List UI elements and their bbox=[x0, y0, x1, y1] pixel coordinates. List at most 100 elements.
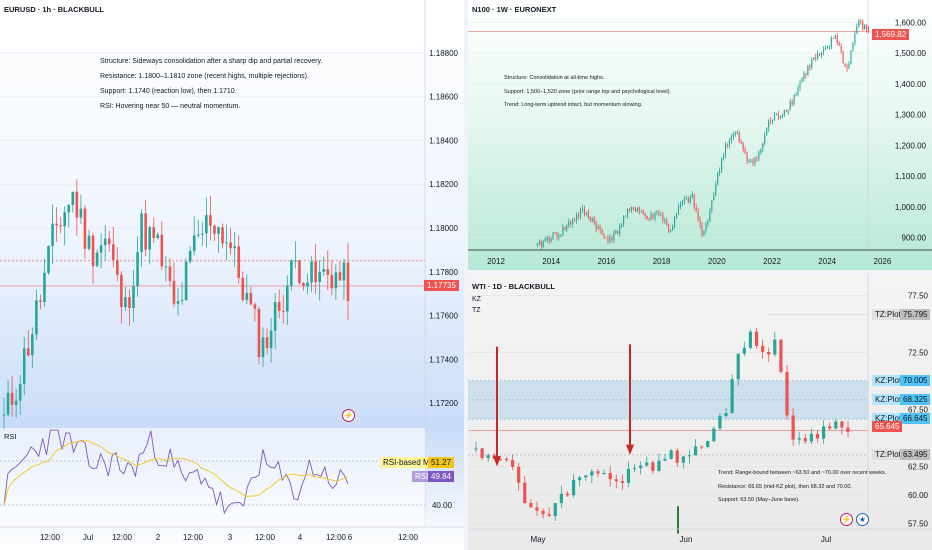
eurusd-candle bbox=[310, 261, 313, 283]
wti-down-arrow-head bbox=[626, 444, 634, 455]
horizontal-divider[interactable] bbox=[468, 270, 932, 274]
wti-candle bbox=[517, 466, 521, 483]
n100-candle bbox=[691, 194, 693, 198]
wti-candle bbox=[657, 460, 661, 471]
eurusd-candle bbox=[168, 266, 172, 281]
n100-candle bbox=[807, 65, 809, 76]
wti-candle bbox=[529, 503, 533, 508]
n100-candle bbox=[721, 158, 723, 171]
n100-candle bbox=[740, 141, 742, 144]
eurusd-candle bbox=[71, 191, 75, 206]
wti-candle bbox=[681, 456, 685, 463]
n100-candle bbox=[558, 234, 560, 238]
n100-candle bbox=[779, 117, 781, 119]
n100-candle bbox=[550, 239, 552, 242]
lightning-event-icon[interactable]: ⚡ bbox=[342, 409, 355, 422]
n100-y-tick: 1,100.00 bbox=[895, 172, 927, 181]
n100-candle bbox=[748, 161, 750, 163]
eurusd-candle bbox=[59, 225, 62, 227]
wti-candle bbox=[718, 415, 722, 429]
wti-chart-svg[interactable]: 77.50 72.50 67.50 63.495 62.50 60.00 57.50 May J… bbox=[468, 274, 932, 550]
n100-candle bbox=[697, 211, 699, 220]
eurusd-candle bbox=[180, 300, 184, 302]
wti-candle bbox=[748, 331, 753, 348]
n100-candle bbox=[813, 57, 815, 60]
n100-candle bbox=[674, 216, 676, 227]
eurusd-candle bbox=[31, 334, 34, 356]
eurusd-candle bbox=[152, 227, 156, 239]
n100-candle bbox=[607, 237, 609, 242]
n100-candle bbox=[660, 214, 662, 216]
wti-candle bbox=[687, 455, 692, 457]
eurusd-chart-pane[interactable]: 1.18800 1.18600 1.18400 1.18200 1.18000 1.178… bbox=[0, 0, 464, 550]
eurusd-candle bbox=[314, 261, 317, 283]
eurusd-candle bbox=[330, 274, 334, 289]
wti-candle bbox=[822, 426, 826, 439]
n100-candle bbox=[860, 20, 862, 22]
n100-candle bbox=[819, 53, 821, 55]
n100-candle bbox=[734, 133, 736, 135]
n100-candle bbox=[623, 216, 625, 225]
n100-candle bbox=[862, 21, 864, 30]
n100-candle bbox=[766, 128, 768, 136]
n100-candle bbox=[801, 78, 803, 83]
wti-plot-label: KZ:Plot bbox=[872, 413, 905, 425]
n100-candle bbox=[797, 87, 799, 94]
n100-candle bbox=[836, 35, 838, 44]
n100-candle bbox=[758, 151, 760, 159]
eurusd-chart-svg[interactable]: 1.18800 1.18600 1.18400 1.18200 1.18000 1.178… bbox=[0, 0, 464, 550]
wti-candle bbox=[706, 441, 710, 447]
n100-candle bbox=[617, 230, 619, 234]
wti-candle bbox=[596, 471, 600, 474]
n100-candle bbox=[838, 43, 840, 47]
n100-candle bbox=[789, 101, 791, 110]
wti-candle bbox=[480, 448, 484, 459]
eurusd-x-tick: 12:00 bbox=[326, 533, 347, 542]
n100-candle bbox=[709, 210, 711, 222]
wti-chart-pane[interactable]: 77.50 72.50 67.50 63.495 62.50 60.00 57.50 May J… bbox=[468, 274, 932, 550]
lightning-event-icon[interactable]: ⚡ bbox=[840, 513, 853, 526]
wti-y-tick: 77.50 bbox=[908, 291, 929, 300]
wti-candle bbox=[486, 455, 490, 459]
eurusd-candle bbox=[265, 337, 269, 349]
eurusd-candle bbox=[298, 260, 301, 283]
n100-x-tick: 2020 bbox=[708, 257, 726, 266]
vertical-divider[interactable] bbox=[464, 0, 468, 550]
n100-candle bbox=[560, 234, 562, 236]
wti-plot-label: TZ:Plot bbox=[872, 308, 904, 320]
n100-candle bbox=[638, 207, 640, 213]
n100-candle bbox=[572, 220, 574, 225]
eurusd-candle bbox=[22, 348, 26, 384]
eurusd-x-tick: 3 bbox=[228, 533, 233, 542]
eurusd-candle bbox=[257, 308, 261, 358]
us-flag-icon[interactable]: ★ bbox=[856, 513, 869, 526]
n100-chart-svg[interactable]: 1,600.00 1,500.00 1,400.00 1,300.00 1,200.00… bbox=[468, 0, 932, 270]
n100-candle bbox=[595, 221, 597, 229]
eurusd-candle bbox=[99, 245, 103, 253]
n100-chart-pane[interactable]: 1,600.00 1,500.00 1,400.00 1,300.00 1,200.00… bbox=[468, 0, 932, 270]
eurusd-y-tick: 1.18400 bbox=[429, 136, 458, 145]
eurusd-candle bbox=[285, 285, 289, 312]
eurusd-candle bbox=[144, 213, 147, 250]
n100-candle bbox=[850, 50, 852, 64]
eurusd-x-tick: 6 bbox=[348, 533, 353, 542]
n100-candle bbox=[536, 243, 538, 245]
eurusd-candle bbox=[79, 208, 83, 218]
eurusd-title: EURUSD · 1h · BLACKBULL bbox=[4, 5, 104, 14]
n100-candle bbox=[846, 66, 848, 69]
eurusd-candle bbox=[277, 302, 281, 311]
n100-candle bbox=[826, 46, 828, 49]
eurusd-candle bbox=[103, 238, 107, 246]
n100-candle bbox=[640, 211, 642, 213]
n100-candle bbox=[672, 226, 674, 231]
n100-candle bbox=[581, 208, 584, 211]
wti-plot-value: 70.005 bbox=[900, 374, 931, 386]
n100-candle bbox=[793, 94, 795, 105]
eurusd-candle bbox=[338, 272, 342, 281]
n100-candle bbox=[858, 20, 860, 27]
n100-note-structure: Structure: Consolidation at all-time hig… bbox=[504, 75, 605, 81]
eurusd-candle bbox=[281, 310, 285, 312]
n100-candle bbox=[840, 46, 842, 52]
wti-candle bbox=[645, 462, 649, 466]
wti-candle bbox=[669, 450, 673, 459]
